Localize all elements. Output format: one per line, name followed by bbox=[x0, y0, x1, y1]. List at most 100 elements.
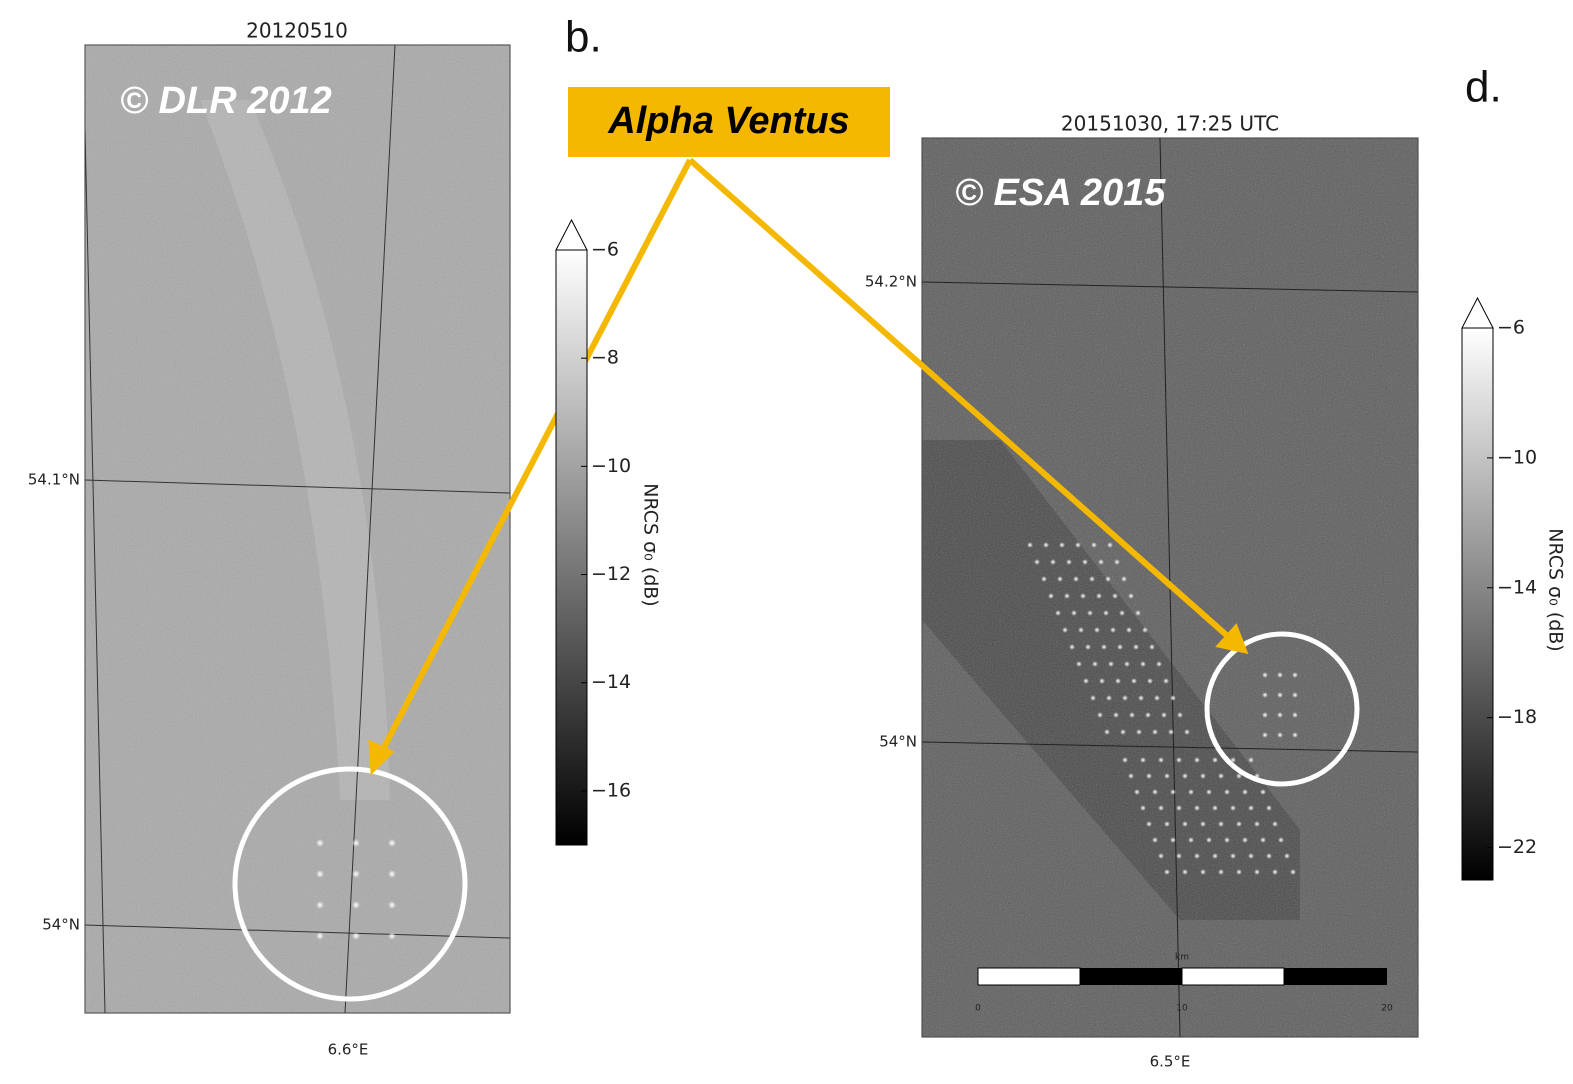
turbine bbox=[1076, 661, 1082, 667]
turbine bbox=[352, 839, 360, 847]
colorbar-tick-label: −14 bbox=[1497, 576, 1537, 598]
turbine bbox=[1248, 805, 1254, 811]
turbine bbox=[1149, 644, 1155, 650]
turbine bbox=[1128, 593, 1134, 599]
turbine bbox=[1200, 821, 1206, 827]
turbine bbox=[1262, 712, 1268, 718]
turbine bbox=[1133, 644, 1139, 650]
turbine bbox=[1122, 695, 1128, 701]
colorbar-tick-label: −10 bbox=[591, 455, 631, 477]
turbine bbox=[1277, 672, 1283, 678]
turbine bbox=[1096, 593, 1102, 599]
turbine bbox=[1114, 559, 1120, 565]
colorbar-tick-label: −16 bbox=[591, 779, 631, 801]
turbine bbox=[1146, 773, 1152, 779]
turbine bbox=[352, 932, 360, 940]
turbine bbox=[1107, 542, 1113, 548]
turbine bbox=[1078, 627, 1084, 633]
scale-label: 20 bbox=[1381, 1004, 1393, 1014]
turbine bbox=[1136, 729, 1142, 735]
turbine bbox=[1242, 789, 1248, 795]
colorbar-tick-label: −10 bbox=[1497, 446, 1537, 468]
turbine bbox=[1248, 757, 1254, 763]
turbine bbox=[1105, 576, 1111, 582]
turbine bbox=[352, 901, 360, 909]
turbine bbox=[1272, 869, 1278, 875]
figure: Alpha Ventus b.20120510© DLR 201254.1°N5… bbox=[0, 0, 1573, 1080]
turbine bbox=[1103, 610, 1109, 616]
turbine bbox=[1176, 757, 1182, 763]
turbine bbox=[1188, 837, 1194, 843]
turbine bbox=[1292, 712, 1298, 718]
turbine bbox=[388, 870, 396, 878]
colorbar-extend bbox=[556, 220, 587, 250]
turbine bbox=[1158, 757, 1164, 763]
turbine bbox=[1262, 732, 1268, 738]
turbine bbox=[1120, 729, 1126, 735]
turbine bbox=[1236, 821, 1242, 827]
turbine bbox=[1066, 559, 1072, 565]
colorbar-label: NRCS σ₀ (dB) bbox=[1545, 528, 1567, 651]
turbine bbox=[1057, 576, 1063, 582]
turbine bbox=[1146, 821, 1152, 827]
turbine bbox=[1087, 610, 1093, 616]
turbine bbox=[1041, 576, 1047, 582]
turbine bbox=[1248, 853, 1254, 859]
turbine bbox=[1112, 593, 1118, 599]
turbine bbox=[1154, 695, 1160, 701]
turbine bbox=[1206, 789, 1212, 795]
turbine bbox=[1050, 559, 1056, 565]
lon-label: 6.5°E bbox=[1150, 1053, 1191, 1071]
turbine bbox=[1236, 869, 1242, 875]
turbine bbox=[1091, 542, 1097, 548]
turbine bbox=[1152, 729, 1158, 735]
panel-title: 20120510 bbox=[246, 19, 348, 43]
turbine bbox=[1119, 610, 1125, 616]
turbine bbox=[1212, 853, 1218, 859]
turbine bbox=[1156, 661, 1162, 667]
turbine bbox=[1145, 712, 1151, 718]
turbine bbox=[1069, 644, 1075, 650]
turbine bbox=[1098, 559, 1104, 565]
turbine bbox=[1278, 837, 1284, 843]
turbine bbox=[1110, 627, 1116, 633]
turbine bbox=[1134, 789, 1140, 795]
turbine bbox=[1101, 644, 1107, 650]
colorbar-tick-label: −8 bbox=[591, 347, 619, 369]
turbine bbox=[1161, 712, 1167, 718]
turbine bbox=[1290, 869, 1296, 875]
turbine bbox=[1184, 729, 1190, 735]
turbine bbox=[1292, 732, 1298, 738]
turbine bbox=[1142, 627, 1148, 633]
colorbar-tick-label: −22 bbox=[1497, 836, 1537, 858]
turbine bbox=[1262, 692, 1268, 698]
turbine bbox=[1092, 661, 1098, 667]
turbine bbox=[1164, 869, 1170, 875]
turbine bbox=[1122, 757, 1128, 763]
turbine bbox=[1292, 672, 1298, 678]
turbine bbox=[1277, 712, 1283, 718]
turbine bbox=[1212, 757, 1218, 763]
turbine bbox=[1124, 661, 1130, 667]
turbine bbox=[1129, 712, 1135, 718]
panel-letter: d. bbox=[1465, 63, 1502, 112]
turbine bbox=[1140, 805, 1146, 811]
turbine bbox=[1082, 559, 1088, 565]
turbine bbox=[1117, 644, 1123, 650]
turbine bbox=[316, 870, 324, 878]
turbine bbox=[1131, 678, 1137, 684]
turbine bbox=[1272, 821, 1278, 827]
turbine bbox=[1135, 610, 1141, 616]
lat-label: 54.1°N bbox=[28, 471, 80, 489]
turbine bbox=[1194, 805, 1200, 811]
turbine bbox=[1138, 695, 1144, 701]
turbine bbox=[1176, 853, 1182, 859]
turbine bbox=[1182, 773, 1188, 779]
turbine bbox=[1108, 661, 1114, 667]
turbine bbox=[1230, 805, 1236, 811]
turbine bbox=[316, 901, 324, 909]
colorbar-tick-label: −6 bbox=[1497, 317, 1525, 339]
turbine bbox=[1164, 773, 1170, 779]
turbine bbox=[1262, 672, 1268, 678]
turbine bbox=[1212, 805, 1218, 811]
